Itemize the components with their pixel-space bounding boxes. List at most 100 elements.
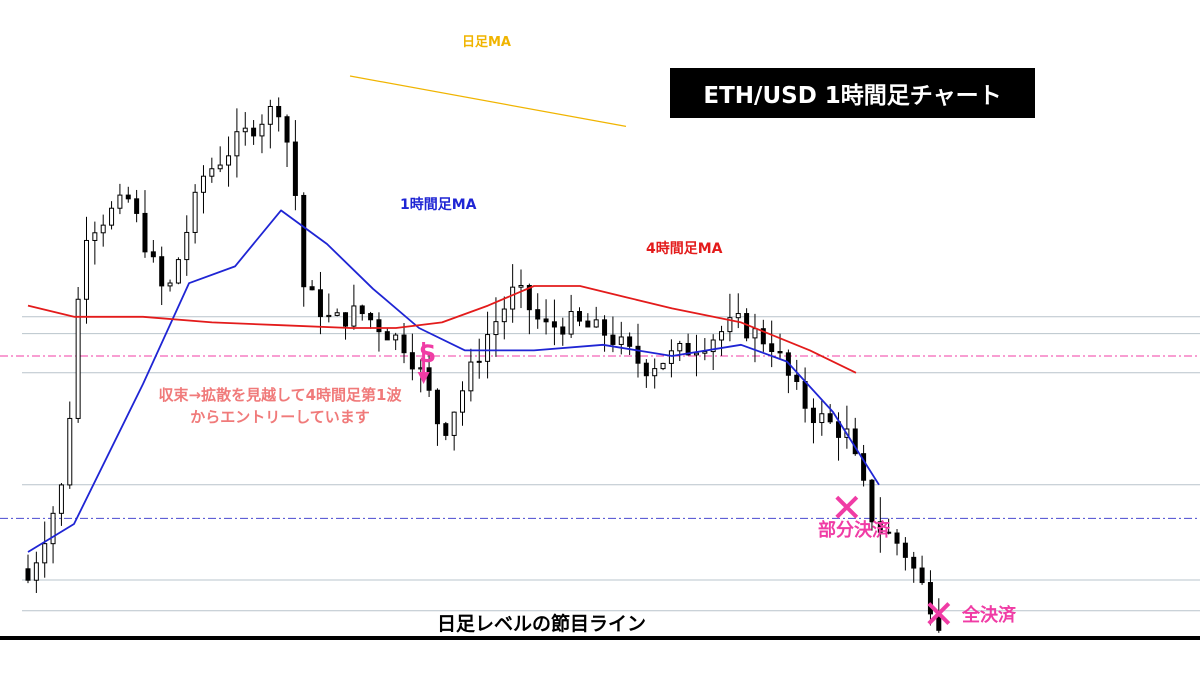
candle [819,413,825,424]
candle [485,334,491,362]
candle [443,423,449,436]
candle [735,313,741,319]
candle [301,194,307,288]
candle [242,127,248,133]
candle [476,360,482,363]
candle [627,336,633,347]
candle [309,286,315,291]
candle [167,282,173,287]
candle [810,407,816,424]
candle [777,351,783,354]
candle [109,207,115,226]
candle [75,298,81,419]
candle [317,289,323,318]
candle [184,231,190,261]
candle [117,194,123,209]
candle [451,411,457,436]
candle [861,453,867,481]
candle [551,321,557,328]
candle [869,479,875,523]
entry-arrow-head [417,372,430,384]
candle [175,259,181,284]
candle [267,105,273,125]
candle [58,484,64,514]
candle [827,413,833,423]
candle [902,542,908,558]
strategy-note-line1: 収束→拡散を見越して4時間足第1波 [158,386,402,404]
candle [794,374,800,382]
candle [209,168,215,177]
candle [125,194,131,200]
candle [284,116,290,143]
candle [434,389,440,425]
candle [710,339,716,353]
candle [602,319,608,336]
candle [192,191,198,233]
candle [543,318,549,323]
partial_exit-cross-b [835,495,859,519]
candle [510,286,516,310]
candle [226,155,232,166]
daily-ma-label: 日足MA [462,35,511,50]
candle [343,312,349,327]
candle [234,131,240,157]
candle [593,319,599,328]
candle [426,367,432,391]
candle [134,198,140,214]
candle [760,328,766,345]
candle [142,212,148,253]
candle [334,312,340,316]
candle [568,311,574,335]
partial-exit-label: 部分決済 [818,520,890,541]
candle [886,531,892,534]
candle [635,345,641,364]
candle [643,362,649,377]
candle [535,309,541,320]
candle [677,342,683,352]
key-level-label: 日足レベルの節目ライン [437,613,647,635]
candle [911,556,917,569]
candle [610,334,616,345]
moving-average-line-2 [349,75,627,127]
candle [919,567,925,584]
candle [159,256,165,287]
candle [660,362,666,370]
full-exit-label: 全決済 [962,605,1016,626]
candle [685,342,691,356]
candle [576,311,582,322]
moving-average-line-1 [27,285,857,374]
hourly-ma-label: 1時間足MA [400,197,477,213]
candle [652,368,658,377]
candle [83,239,89,300]
candle [100,224,106,234]
candle [501,308,507,323]
candle [585,320,591,328]
candle [852,428,858,455]
candle [150,251,156,258]
candle [618,336,624,345]
candle [802,380,808,409]
candle [25,568,31,581]
candle [384,331,390,341]
four-hour-ma-label: 4時間足MA [646,241,723,257]
moving-average-line-0 [27,209,880,553]
candle [200,175,206,193]
candle [326,314,332,318]
candle [359,305,365,315]
candle [393,334,399,341]
full_exit-cross-b [927,602,951,626]
candle [468,361,474,392]
candle [409,352,415,370]
candle [877,521,883,533]
candle [92,232,98,241]
candle [518,284,524,288]
candle [927,582,933,615]
candle [693,352,699,356]
chart-title: ETH/USD 1時間足チャート [670,68,1035,118]
candle [368,313,374,321]
candle [276,105,282,118]
candle [894,532,900,544]
candle [719,331,725,341]
candle [259,123,265,137]
strategy-note: 収束→拡散を見越して4時間足第1波 からエントリーしています [120,384,440,428]
